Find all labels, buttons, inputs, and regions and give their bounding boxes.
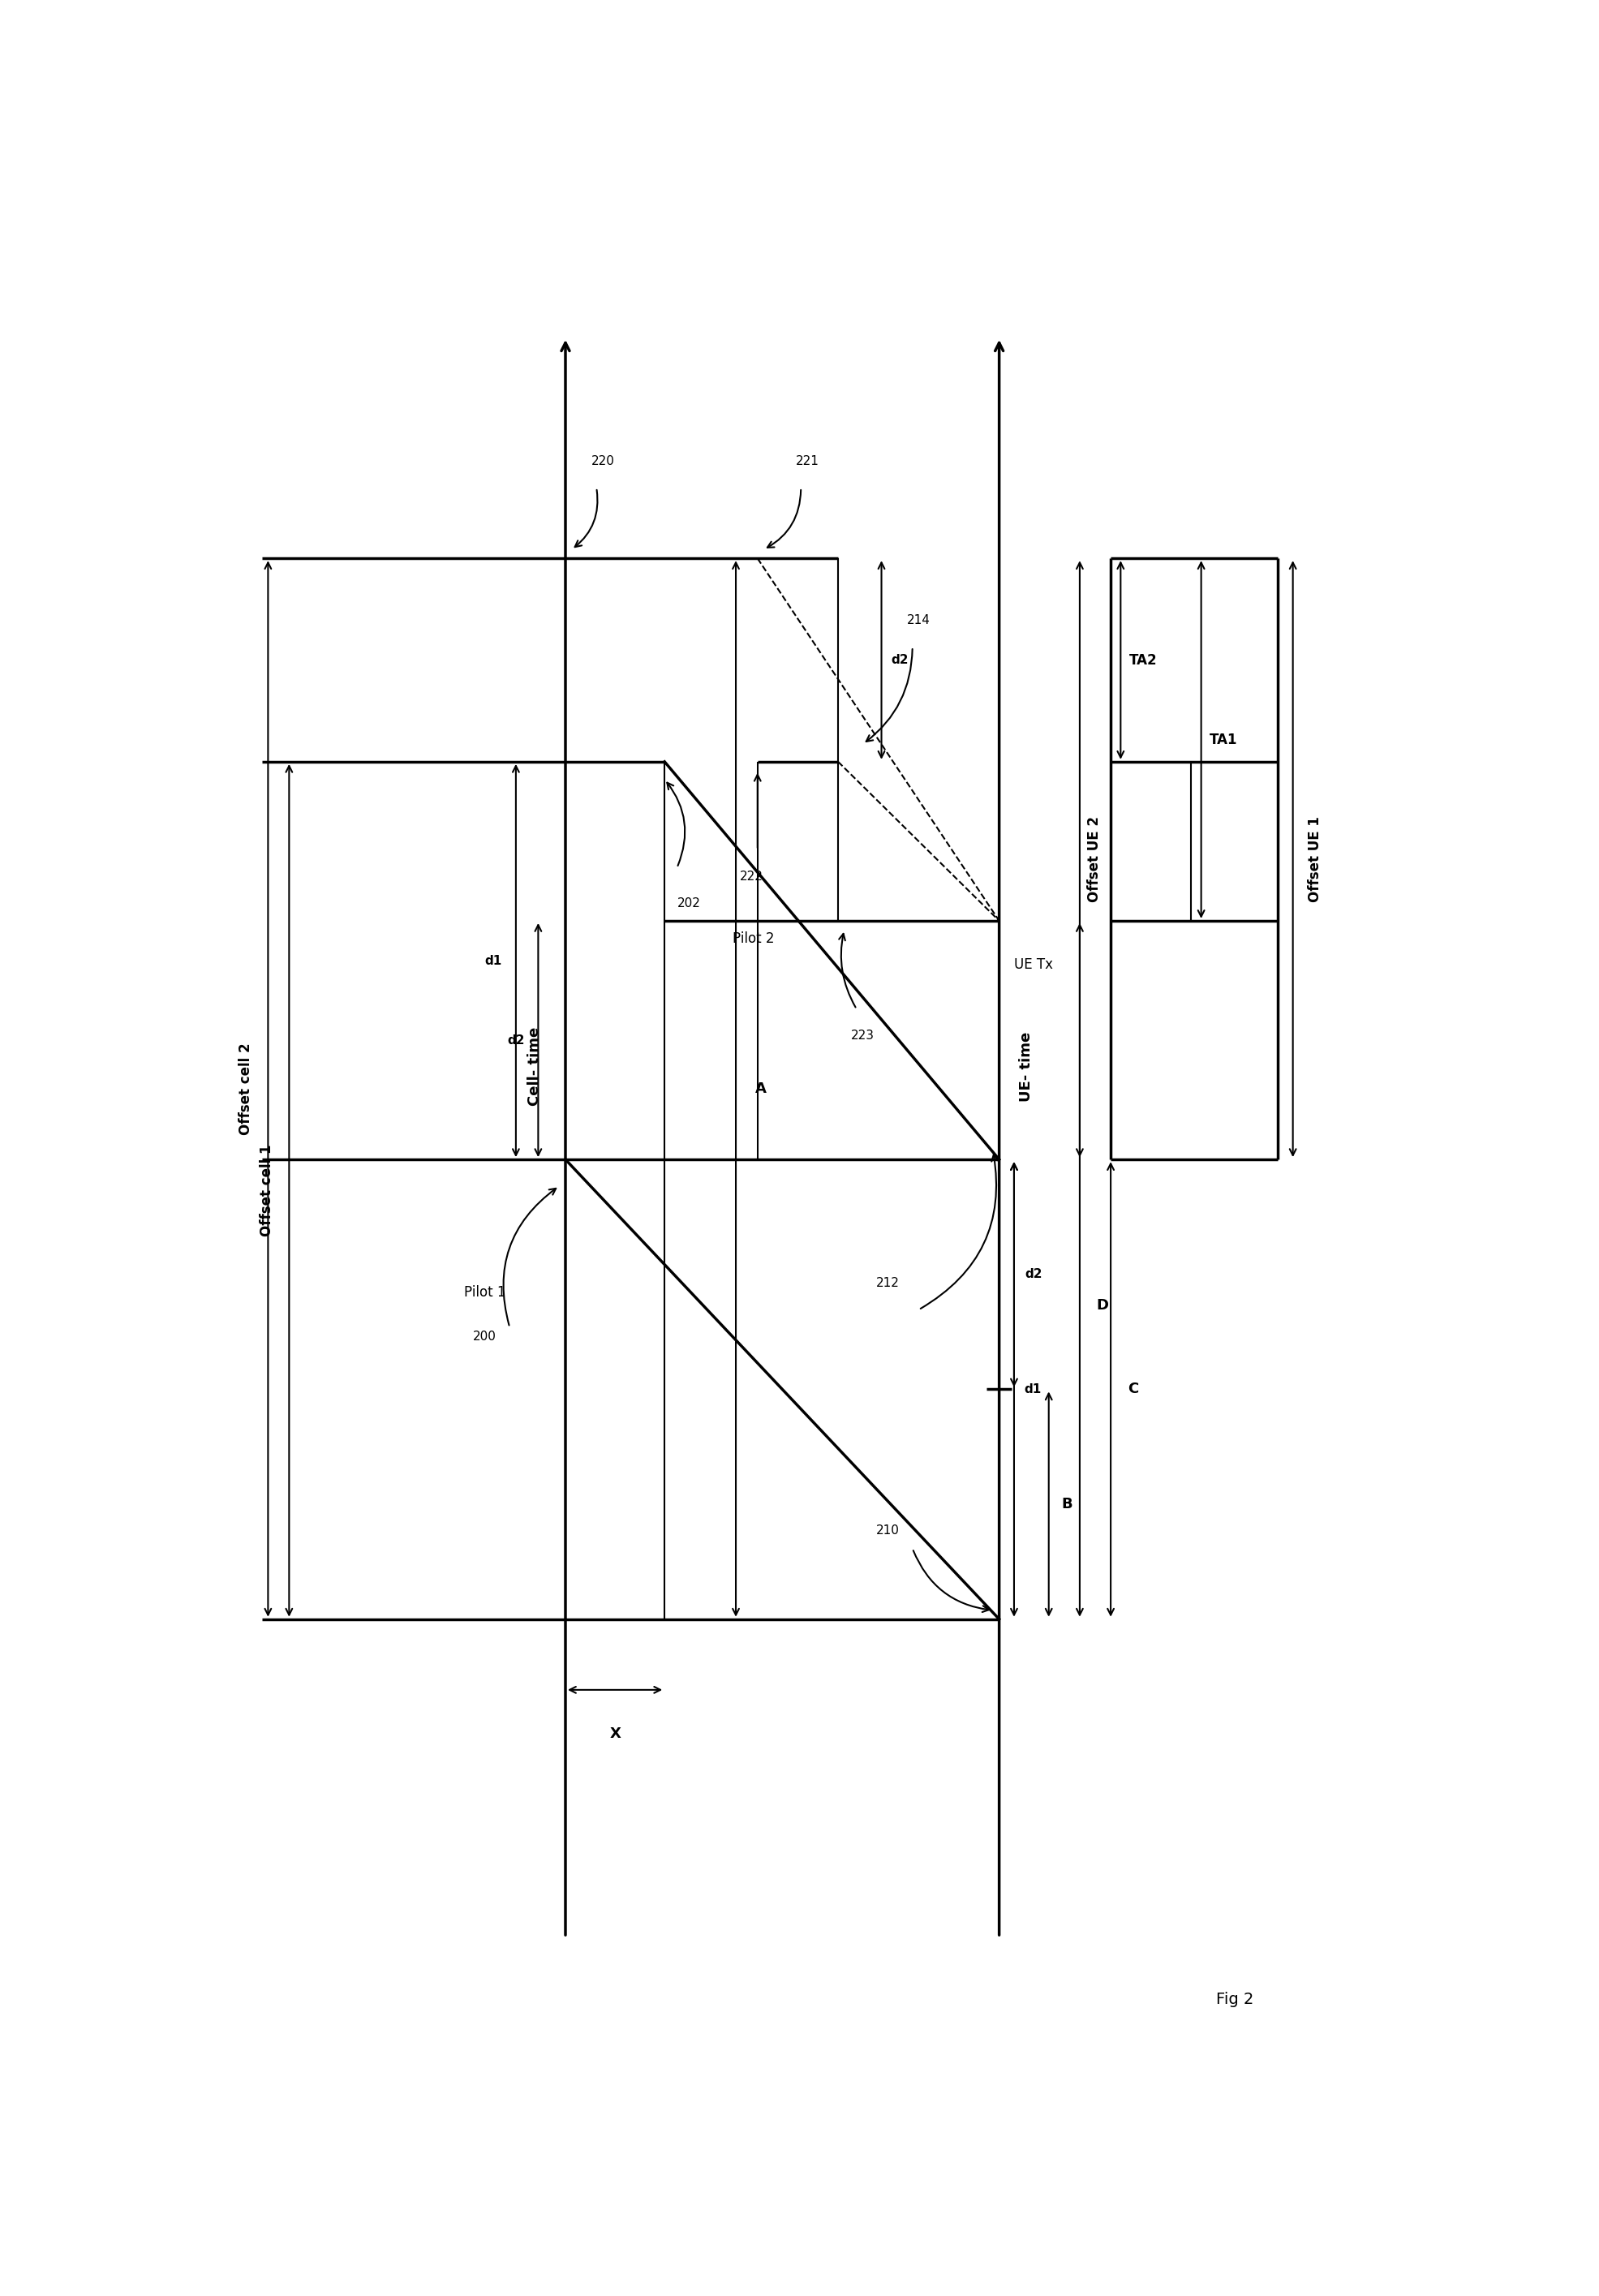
Text: 200: 200 — [473, 1329, 497, 1343]
Text: Cell- time: Cell- time — [528, 1026, 542, 1107]
Text: d2: d2 — [507, 1033, 524, 1047]
Text: C: C — [1127, 1382, 1138, 1396]
Text: 223: 223 — [851, 1029, 875, 1042]
Text: Fig 2: Fig 2 — [1215, 1991, 1254, 2007]
Text: 222: 222 — [740, 870, 763, 882]
Text: A: A — [755, 1081, 766, 1095]
Text: TA1: TA1 — [1209, 732, 1238, 746]
Text: Offset UE 1: Offset UE 1 — [1308, 815, 1322, 902]
Text: UE- time: UE- time — [1019, 1031, 1033, 1102]
Text: D: D — [1095, 1297, 1108, 1313]
Text: 212: 212 — [876, 1277, 899, 1290]
Text: Offset UE 2: Offset UE 2 — [1087, 815, 1102, 902]
Text: Pilot 1: Pilot 1 — [464, 1286, 505, 1300]
Text: 221: 221 — [795, 455, 819, 468]
Text: B: B — [1062, 1497, 1073, 1511]
Text: 214: 214 — [907, 613, 931, 627]
Text: X: X — [609, 1727, 620, 1740]
Text: 202: 202 — [676, 898, 700, 909]
Text: Pilot 2: Pilot 2 — [732, 932, 774, 946]
Text: 220: 220 — [592, 455, 614, 468]
Text: d2: d2 — [1025, 1267, 1043, 1281]
Text: d1: d1 — [1023, 1382, 1041, 1396]
Text: TA2: TA2 — [1129, 652, 1158, 668]
Text: 210: 210 — [876, 1525, 899, 1536]
Text: UE Tx: UE Tx — [1014, 957, 1054, 971]
Text: Offset cell 2: Offset cell 2 — [238, 1042, 253, 1134]
Text: d2: d2 — [891, 654, 908, 666]
Text: Offset cell 1: Offset cell 1 — [259, 1143, 273, 1238]
Text: d1: d1 — [484, 955, 502, 967]
